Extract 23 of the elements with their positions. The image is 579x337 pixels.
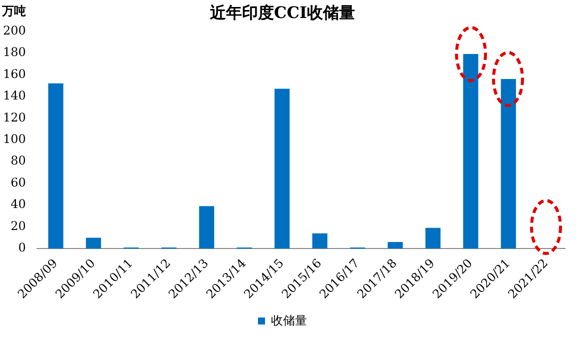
y-tick-label: 120 bbox=[3, 110, 26, 124]
y-tick-label: 140 bbox=[3, 88, 26, 103]
y-tick-label: 40 bbox=[10, 197, 26, 212]
legend-label: 收储量 bbox=[271, 313, 307, 328]
bar bbox=[199, 206, 214, 249]
chart-title: 近年印度CCI收储量 bbox=[209, 2, 355, 22]
y-tick-label: 100 bbox=[3, 132, 26, 146]
bar bbox=[48, 83, 64, 249]
bar bbox=[312, 233, 328, 249]
bar bbox=[425, 228, 441, 249]
y-axis-title: 万吨 bbox=[1, 4, 26, 18]
bar bbox=[274, 88, 290, 249]
y-tick-label: 0 bbox=[18, 240, 26, 255]
y-tick-label: 80 bbox=[10, 154, 26, 168]
bar bbox=[388, 242, 403, 249]
y-tick-label: 180 bbox=[3, 45, 26, 60]
y-tick-label: 20 bbox=[10, 218, 26, 233]
y-tick-label: 200 bbox=[3, 23, 26, 38]
y-tick-label: 160 bbox=[3, 66, 26, 81]
bar bbox=[463, 54, 478, 249]
y-tick-label: 60 bbox=[10, 175, 26, 190]
bar bbox=[500, 79, 516, 249]
bar bbox=[86, 238, 102, 249]
